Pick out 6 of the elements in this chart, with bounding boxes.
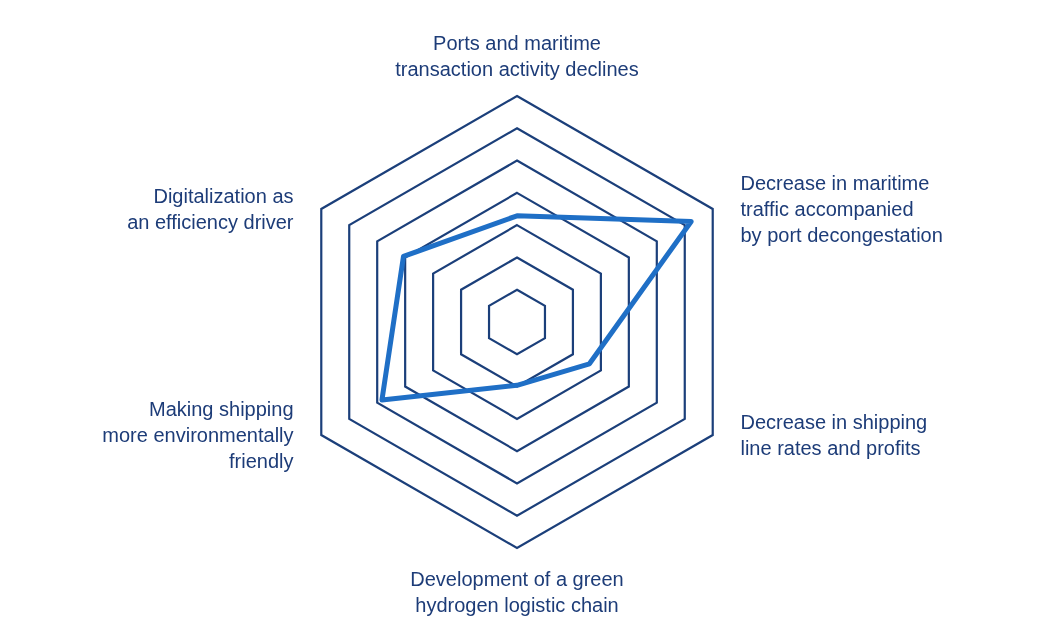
spoke-label: Digitalization as an efficiency driver bbox=[127, 185, 294, 233]
spoke-label: Development of a green hydrogen logistic chain bbox=[410, 568, 624, 616]
spoke-label: Making shipping more environmentally friendly bbox=[102, 398, 294, 472]
spoke-label: Ports and maritime transaction activity declines bbox=[395, 32, 639, 80]
spoke-label: Decrease in maritime traffic accompanied by port decongestation bbox=[740, 172, 943, 246]
spoke-label: Decrease in shipping line rates and profits bbox=[740, 411, 928, 459]
